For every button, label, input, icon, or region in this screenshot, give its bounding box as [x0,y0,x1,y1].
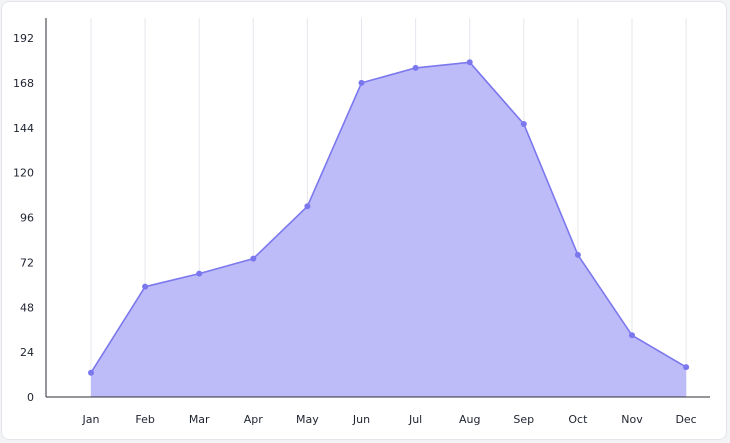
x-tick-label-jan: Jan [82,413,100,426]
data-point-feb[interactable] [142,283,149,290]
x-tick-label-sep: Sep [513,413,534,426]
data-point-dec[interactable] [683,364,690,371]
data-points [88,59,690,376]
y-tick-label-192: 192 [13,32,34,45]
x-tick-label-mar: Mar [189,413,210,426]
x-tick-label-oct: Oct [568,413,588,426]
data-point-jun[interactable] [358,79,365,86]
data-point-may[interactable] [304,203,311,210]
y-tick-label-24: 24 [20,346,34,359]
x-tick-label-dec: Dec [675,413,696,426]
x-tick-label-jul: Jul [408,413,422,426]
x-tick-label-jun: Jun [352,413,370,426]
data-point-oct[interactable] [574,251,581,258]
y-tick-label-120: 120 [13,167,34,180]
x-tick-label-apr: Apr [244,413,264,426]
x-tick-label-aug: Aug [459,413,480,426]
y-tick-label-0: 0 [27,391,34,404]
data-point-apr[interactable] [250,255,257,262]
series-line [90,61,687,374]
area-fill [91,62,687,398]
data-point-jul[interactable] [412,64,419,71]
data-point-sep[interactable] [520,121,527,128]
y-tick-label-168: 168 [13,77,34,90]
x-tick-label-nov: Nov [621,413,643,426]
data-point-aug[interactable] [466,59,473,66]
y-tick-label-144: 144 [13,122,34,135]
data-point-jan[interactable] [88,369,94,376]
x-tick-labels: Jan Feb Mar Apr May Jun Jul Aug Sep Oct Nov Dec [82,413,697,426]
y-tick-labels: 0 24 48 72 96 120 144 168 192 [13,32,34,404]
y-tick-label-96: 96 [20,212,34,225]
x-tick-label-feb: Feb [135,413,154,426]
y-tick-label-48: 48 [20,301,34,314]
data-point-nov[interactable] [629,332,635,339]
x-tick-label-may: May [296,413,319,426]
data-point-mar[interactable] [196,270,203,277]
y-tick-label-72: 72 [20,256,34,269]
